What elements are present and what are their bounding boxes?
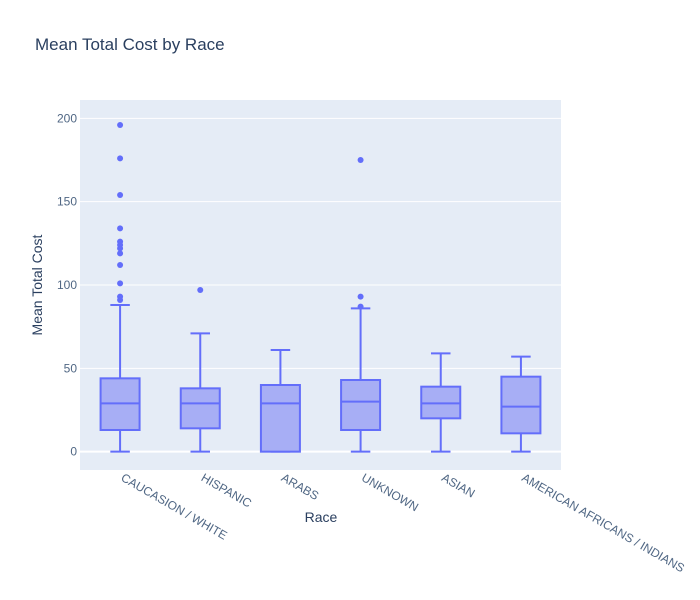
y-tick-labels: 0 50 100 150 200 <box>57 111 77 458</box>
x-tick-label: UNKNOWN <box>359 470 421 514</box>
outlier-point <box>357 157 364 163</box>
outlier-point <box>117 250 124 257</box>
boxes <box>99 122 542 453</box>
y-tick-label: 100 <box>57 278 77 292</box>
iqr-box <box>259 384 301 453</box>
y-tick-label: 150 <box>57 195 77 209</box>
iqr-box <box>340 379 382 431</box>
y-tick-label: 0 <box>70 445 77 459</box>
box-group <box>420 352 462 453</box>
x-tick-label: ARABS <box>279 470 321 502</box>
outlier-point <box>117 155 124 162</box>
grid-lines <box>80 117 561 453</box>
box-group <box>340 157 382 453</box>
outlier-point <box>117 122 124 128</box>
box-group <box>259 349 301 453</box>
outlier-point <box>357 303 364 310</box>
outlier-point <box>117 225 124 232</box>
y-tick-label: 200 <box>57 111 77 125</box>
box-group <box>179 287 221 453</box>
x-axis-title: Race <box>305 509 338 525</box>
outlier-point <box>117 192 124 198</box>
chart-title: Mean Total Cost by Race <box>35 35 225 54</box>
outlier-point <box>117 245 124 252</box>
x-tick-label: AMERICAN AFRICANS / INDIANS <box>519 470 687 575</box>
outlier-point <box>197 287 204 293</box>
iqr-box <box>500 375 542 435</box>
x-tick-label: HISPANIC <box>199 470 255 510</box>
y-axis-title: Mean Total Cost <box>29 234 45 335</box>
outlier-point <box>117 280 124 287</box>
outlier-point <box>117 297 124 303</box>
y-tick-label: 50 <box>64 361 78 375</box>
x-tick-label: ASIAN <box>439 470 477 500</box>
box-group <box>500 355 542 453</box>
box-group <box>99 122 141 453</box>
outlier-point <box>357 293 364 300</box>
iqr-box <box>179 387 221 430</box>
outlier-point <box>117 262 124 268</box>
